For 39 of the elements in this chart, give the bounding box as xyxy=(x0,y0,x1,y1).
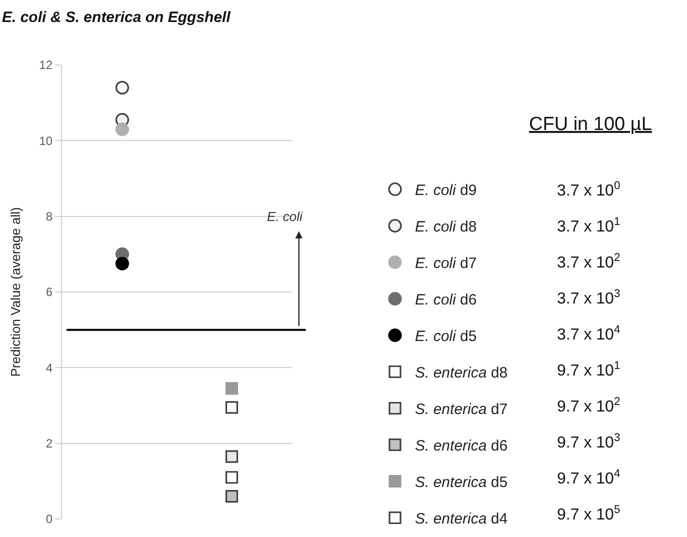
point xyxy=(225,450,238,463)
point xyxy=(225,471,238,484)
text: 3.7 x 10$^{0}$ xyxy=(557,180,620,200)
text: 9.7 x 10$^{3}$ xyxy=(557,432,620,452)
legend-label: S. enterica d6 xyxy=(415,438,508,455)
y-tick-label: 0 xyxy=(46,512,53,526)
legend-title: CFU in 100 µL xyxy=(529,114,652,135)
chart-title: E. coli & S. enterica on Eggshell xyxy=(2,9,232,26)
legend-label: E. coli d5 xyxy=(415,328,477,346)
y-tick-label: 6 xyxy=(46,285,53,300)
annotation: E. coli xyxy=(267,209,304,224)
legend-label: S. enterica d4 xyxy=(415,510,508,528)
text: 3.7 x 10$^{1}$ xyxy=(557,216,620,236)
legend-label: S. enterica d7 xyxy=(415,401,508,418)
point xyxy=(115,256,130,270)
point xyxy=(115,122,130,136)
y-tick-label: 10 xyxy=(39,134,53,148)
text: 9.7 x 10$^{2}$ xyxy=(557,396,620,416)
legend-label: E. coli d6 xyxy=(415,292,477,309)
point xyxy=(225,382,238,395)
text: 9.7 x 10$^{4}$ xyxy=(557,468,620,488)
text: 3.7 x 10$^{3}$ xyxy=(557,288,620,308)
text: 9.7 x 10$^{1}$ xyxy=(557,360,620,380)
legend-label: E. coli d7 xyxy=(415,255,477,272)
legend-label: S. enterica d5 xyxy=(415,474,508,492)
text: 3.7 x 10$^{2}$ xyxy=(557,252,620,272)
text: 3.7 x 10$^{4}$ xyxy=(557,324,620,344)
point xyxy=(115,80,130,94)
y-tick-label: 12 xyxy=(39,58,53,72)
point xyxy=(225,401,238,414)
text: 9.7 x 10$^{5}$ xyxy=(557,504,620,524)
y-tick-label: 2 xyxy=(46,436,53,451)
y-tick-label: 8 xyxy=(46,210,53,224)
y-axis-title: Prediction Value (average all) xyxy=(8,207,24,377)
point xyxy=(225,490,238,503)
legend-label: E. coli d8 xyxy=(415,218,477,236)
legend-label: E. coli d9 xyxy=(415,182,477,200)
y-tick-label: 4 xyxy=(46,360,53,375)
legend-label: S. enterica d8 xyxy=(415,364,508,382)
